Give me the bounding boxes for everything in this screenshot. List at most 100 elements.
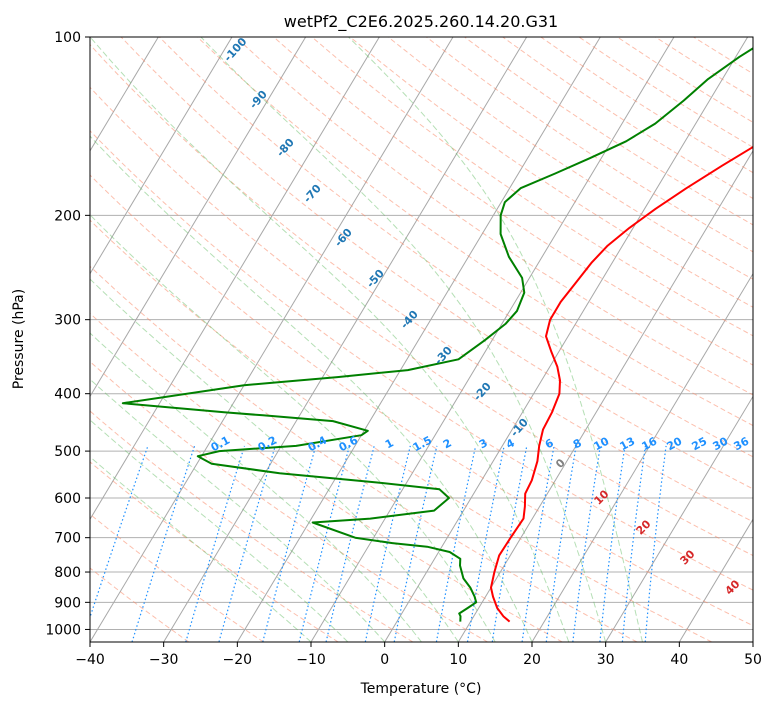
dry-adiabats <box>90 37 753 642</box>
mixing-ratio-label: 36 <box>732 434 752 453</box>
x-tick-label: −10 <box>296 652 326 668</box>
isotherm-line <box>384 37 749 642</box>
dry-adiabat-line <box>90 86 753 557</box>
moist-adiabat-line <box>90 37 570 642</box>
mixing-ratio-line <box>435 445 477 642</box>
y-tick-label: 600 <box>54 491 81 507</box>
dry-adiabat-line <box>90 567 190 642</box>
isotherm-line <box>0 37 11 642</box>
dry-adiabat-line <box>90 410 414 642</box>
dry-adiabat-line <box>158 37 753 458</box>
gridlines <box>90 37 753 630</box>
x-axis-ticks: −40 −30 −20 −10 0 10 20 30 40 50 <box>75 642 762 668</box>
mixing-ratio-label: 6 <box>543 436 556 451</box>
dry-adiabat-label: -10 <box>508 416 531 440</box>
mixing-ratio-line <box>90 445 149 619</box>
dry-adiabat-line <box>311 37 753 337</box>
dry-adiabat-line <box>120 37 753 490</box>
mixing-ratio-line <box>545 445 577 642</box>
mixing-ratio-line <box>644 445 667 642</box>
x-tick-label: 10 <box>449 652 467 668</box>
profile-series <box>121 47 753 623</box>
moist-adiabat-line <box>90 456 312 642</box>
mixing-ratio-line <box>572 445 601 642</box>
y-tick-label: 200 <box>54 208 81 224</box>
mixing-ratio-line <box>393 445 438 642</box>
dry-adiabat-line <box>90 312 563 642</box>
isotherm-line <box>678 518 753 642</box>
mixing-ratio-label: 25 <box>690 435 710 454</box>
x-tick-label: −30 <box>149 652 179 668</box>
mixing-ratio-line <box>491 445 528 642</box>
moist-adiabat-line <box>90 214 496 642</box>
plot-area: -100-90-80-70-60-50-40-30-20-100.1 0.2 0.4… <box>0 35 753 642</box>
dry-adiabat-line <box>90 43 753 523</box>
moist-adiabat-line <box>90 332 422 642</box>
dry-adiabat-label: -40 <box>398 308 421 332</box>
mixing-ratio-label: 2 <box>441 436 454 451</box>
dry-adiabat-line <box>235 37 753 396</box>
x-tick-label: 40 <box>670 652 688 668</box>
isotherm-line <box>90 37 159 152</box>
mixing-ratio-line <box>364 445 411 642</box>
moist-adiabat-label: 10 <box>592 487 612 507</box>
y-tick-label: 500 <box>54 444 81 460</box>
mixing-ratio-label: 1 <box>383 436 396 451</box>
dry-adiabat-line <box>90 461 339 642</box>
y-axis-label: Pressure (hPa) <box>11 289 27 389</box>
isotherm-line <box>90 37 307 398</box>
dry-adiabat-label: -80 <box>274 136 297 160</box>
dry-adiabat-line <box>90 219 712 642</box>
dry-adiabat-label: -20 <box>471 380 494 404</box>
moist-adiabats <box>90 37 643 642</box>
isotherm-line <box>236 37 601 642</box>
dry-adiabat-label: -50 <box>364 267 387 291</box>
mixing-ratio-label: 16 <box>640 434 660 453</box>
dewpoint-profile-line <box>121 47 753 622</box>
dry-adiabat-line <box>90 513 264 642</box>
mixing-ratio-line <box>599 445 626 642</box>
x-tick-label: −40 <box>75 652 105 668</box>
mixing-ratio-line <box>325 445 375 642</box>
y-tick-label: 100 <box>54 30 81 46</box>
mixing-ratio-line <box>621 445 646 642</box>
mixing-ratio-label: 3 <box>477 436 490 451</box>
mixing-ratio-line <box>298 445 351 642</box>
x-tick-label: 50 <box>744 652 762 668</box>
mixing-ratio-line <box>185 445 246 642</box>
mixing-ratio-label: 13 <box>618 435 638 454</box>
x-tick-label: 20 <box>523 652 541 668</box>
moist-adiabat-line <box>90 378 386 642</box>
mixing-ratio-line <box>131 445 196 642</box>
dry-adiabat-line <box>349 37 753 308</box>
dry-adiabat-line <box>273 37 753 366</box>
dry-adiabat-label: -90 <box>247 88 270 112</box>
dry-adiabat-line <box>426 37 753 253</box>
x-tick-label: 30 <box>597 652 615 668</box>
mixing-ratio-label: 20 <box>665 434 685 453</box>
dry-adiabat-label: -70 <box>301 182 324 206</box>
y-tick-label: 700 <box>54 531 81 547</box>
isotherm-line <box>163 37 528 642</box>
moist-adiabat-label: 30 <box>678 547 698 567</box>
isotherm-line <box>531 272 753 642</box>
isotherm-line <box>752 641 753 642</box>
isotherm-line <box>90 37 233 275</box>
isopleth-labels: -100-90-80-70-60-50-40-30-20-100.1 0.2 0.4… <box>209 35 752 598</box>
x-tick-label: −20 <box>223 652 253 668</box>
mixing-ratio-line <box>218 445 276 642</box>
mixing-ratio-line <box>262 445 317 642</box>
skewed-isotherms <box>0 37 753 642</box>
x-axis-label: Temperature (°C) <box>360 681 482 697</box>
mixing-ratio-line <box>466 445 505 642</box>
y-tick-label: 800 <box>54 565 81 581</box>
dry-adiabat-line <box>655 37 753 99</box>
plot-frame <box>89 36 754 643</box>
y-tick-label: 400 <box>54 387 81 403</box>
mixing-ratio-label: 10 <box>592 434 612 453</box>
y-axis-ticks: 100 200 300 400 500 600 700 800 900 1000 <box>45 30 90 638</box>
dry-adiabat-label: -100 <box>221 35 249 64</box>
mixing-ratio-line <box>521 445 555 642</box>
temperature-profile-line <box>490 145 753 623</box>
